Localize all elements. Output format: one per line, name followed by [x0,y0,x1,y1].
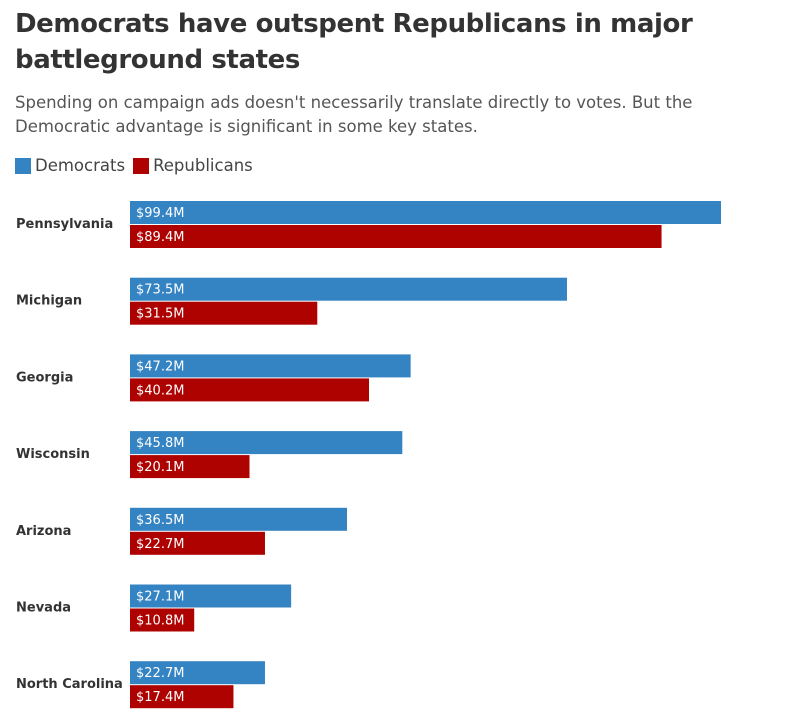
bar-republicans-pennsylvania [130,225,662,248]
legend-label-democrats: Democrats [35,156,126,175]
legend-item-democrats: Democrats [15,156,125,175]
bar-democrats-michigan [130,277,568,301]
category-label-michigan: Michigan [16,294,82,309]
bar-label-democrats-north-carolina: $22.7M [136,666,184,681]
bar-republicans-michigan [130,301,318,325]
bar-label-republicans-pennsylvania: $89.4M [136,230,184,245]
bar-republicans-nevada [130,608,195,632]
bar-democrats-georgia [130,354,411,378]
bar-label-democrats-pennsylvania: $99.4M [136,206,184,221]
category-label-wisconsin: Wisconsin [16,447,90,462]
bar-republicans-arizona [130,531,265,555]
bar-label-republicans-arizona: $22.7M [136,537,184,552]
category-label-nevada: Nevada [16,601,71,616]
bar-label-democrats-michigan: $73.5M [136,283,184,298]
bar-label-democrats-arizona: $36.5M [136,513,184,528]
bar-label-republicans-michigan: $31.5M [136,307,184,322]
bar-label-democrats-wisconsin: $45.8M [136,436,184,451]
bar-label-republicans-wisconsin: $20.1M [136,460,184,475]
bar-label-democrats-nevada: $27.1M [136,590,184,605]
bar-democrats-pennsylvania [130,201,721,224]
legend-item-republicans: Republicans [133,156,253,175]
category-label-north-carolina: North Carolina [16,677,123,692]
legend-label-republicans: Republicans [153,156,253,175]
bar-democrats-wisconsin [130,431,403,455]
bar-republicans-georgia [130,378,370,402]
legend: Democrats Republicans [15,156,261,175]
bar-democrats-north-carolina [130,661,265,685]
legend-swatch-republicans [133,157,150,174]
bar-label-republicans-georgia: $40.2M [136,383,184,398]
category-label-georgia: Georgia [16,370,73,385]
category-label-pennsylvania: Pennsylvania [16,217,113,232]
bar-democrats-nevada [130,584,292,608]
bar-republicans-wisconsin [130,455,250,479]
bar-label-republicans-nevada: $10.8M [136,614,184,629]
category-label-arizona: Arizona [16,524,71,539]
chart-subtitle: Spending on campaign ads doesn't necessa… [15,93,693,136]
bar-republicans-north-carolina [130,685,234,709]
bar-label-democrats-georgia: $47.2M [136,359,184,374]
bar-label-republicans-north-carolina: $17.4M [136,690,184,705]
chart-title: Democrats have outspent Republicans in m… [15,9,693,75]
bar-democrats-arizona [130,507,348,531]
legend-swatch-democrats [15,157,31,174]
